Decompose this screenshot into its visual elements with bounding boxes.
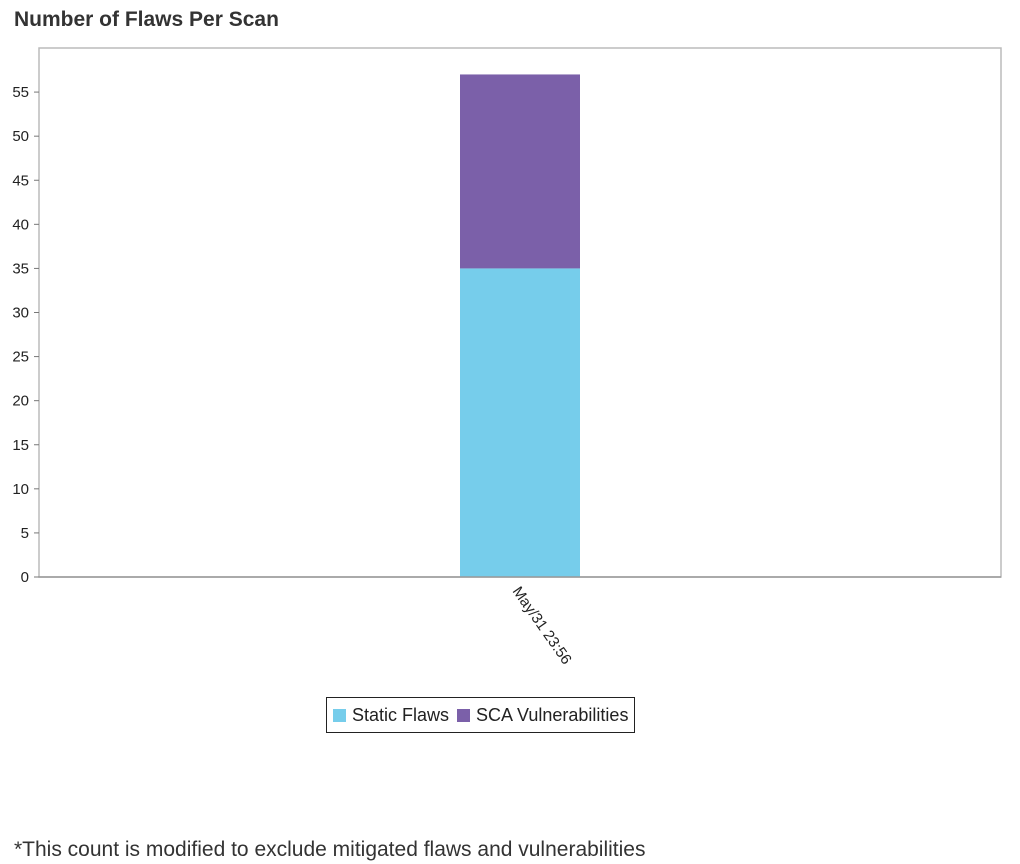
y-tick-label: 15 bbox=[12, 437, 29, 454]
legend: Static Flaws SCA Vulnerabilities bbox=[326, 697, 636, 733]
legend-item-static-flaws: Static Flaws bbox=[333, 705, 449, 726]
legend-swatch-static bbox=[333, 708, 346, 722]
y-tick-label: 55 bbox=[12, 84, 29, 101]
y-tick-label: 5 bbox=[21, 525, 29, 542]
x-axis: May/31 23:56 bbox=[509, 584, 575, 668]
y-tick-label: 25 bbox=[12, 349, 29, 366]
chart-title: Number of Flaws Per Scan bbox=[14, 8, 279, 31]
bar-static-flaws bbox=[460, 268, 580, 577]
x-tick-label: May/31 23:56 bbox=[509, 584, 575, 668]
y-tick-label: 40 bbox=[12, 216, 29, 233]
chart-area: 0 5 10 15 20 25 30 35 40 45 50 55 May/31 23:56 bbox=[12, 47, 1002, 668]
legend-label-sca: SCA Vulnerabilities bbox=[476, 704, 629, 725]
y-axis: 0 5 10 15 20 25 30 35 40 45 50 55 bbox=[12, 84, 39, 586]
legend-label-static: Static Flaws bbox=[352, 704, 450, 725]
footnote: *This count is modified to exclude mitig… bbox=[14, 838, 646, 861]
y-tick-label: 30 bbox=[12, 305, 29, 322]
y-tick-label: 10 bbox=[12, 481, 29, 498]
bar-sca-vulnerabilities bbox=[460, 74, 580, 269]
legend-swatch-sca bbox=[457, 708, 471, 722]
y-tick-label: 45 bbox=[12, 172, 29, 189]
y-tick-label: 35 bbox=[12, 260, 29, 277]
y-tick-label: 50 bbox=[12, 128, 29, 145]
y-tick-label: 20 bbox=[12, 393, 29, 410]
y-tick-label: 0 bbox=[21, 569, 29, 586]
legend-item-sca-vulnerabilities: SCA Vulnerabilities bbox=[457, 705, 628, 726]
bars bbox=[460, 74, 580, 577]
